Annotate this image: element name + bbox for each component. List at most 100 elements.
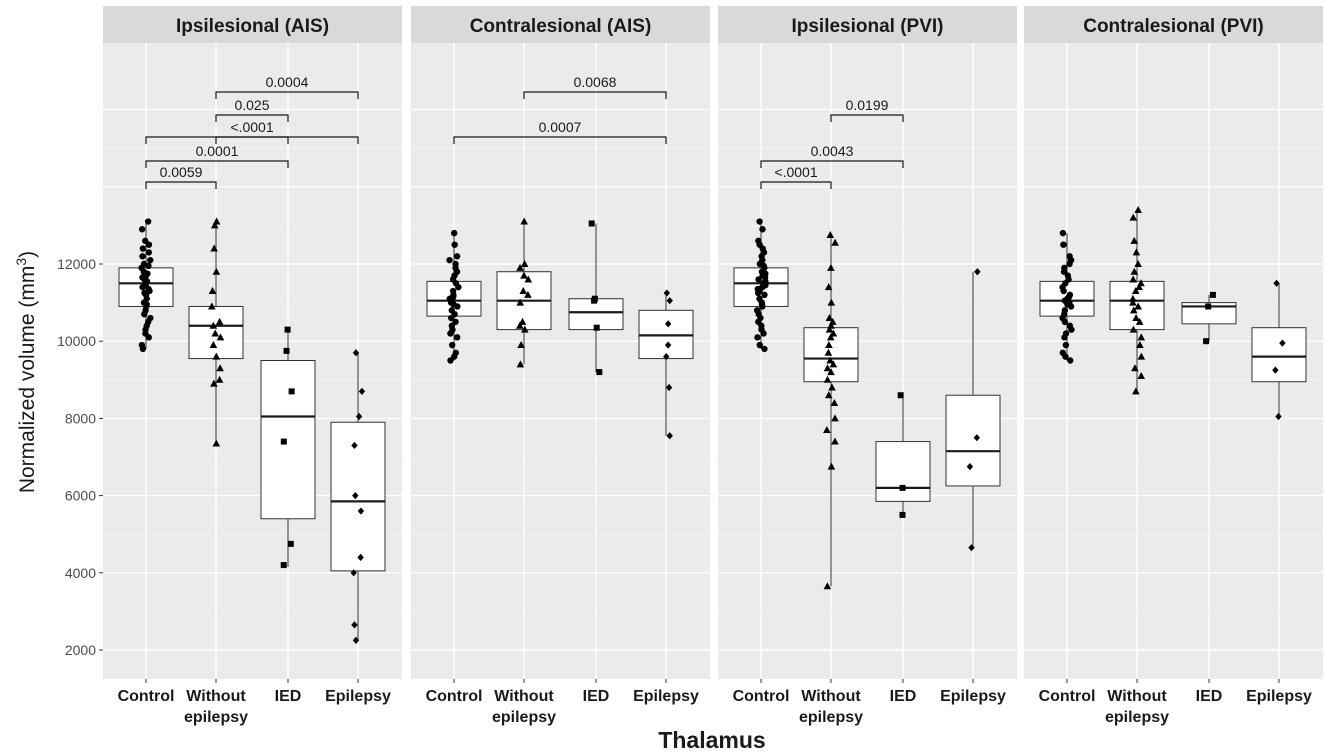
- data-point: [518, 317, 527, 325]
- points-2: [516, 217, 533, 368]
- data-point: [831, 414, 839, 422]
- data-point: [760, 330, 767, 337]
- data-point: [756, 341, 763, 349]
- x-tick-label-line2: epilepsy: [184, 709, 248, 726]
- data-point: [826, 231, 835, 239]
- data-point: [1129, 294, 1137, 302]
- comparison-bracket: 0.0004: [215, 74, 359, 99]
- points-4: [663, 289, 673, 440]
- data-point: [447, 357, 454, 364]
- data-point: [1209, 291, 1216, 298]
- bracket-line: [453, 136, 667, 144]
- data-point: [1059, 229, 1067, 237]
- data-point: [448, 314, 455, 322]
- p-value-label: 0.0007: [539, 119, 582, 135]
- points-4: [350, 349, 366, 644]
- data-point: [520, 260, 529, 267]
- data-point: [145, 334, 153, 341]
- panel-background: [718, 43, 1017, 679]
- comparison-bracket: [145, 136, 359, 144]
- data-point: [1134, 302, 1142, 310]
- box-iqr: [1251, 327, 1307, 383]
- data-point: [453, 334, 461, 341]
- box-iqr: [875, 441, 931, 502]
- data-point: [666, 432, 673, 440]
- data-point: [830, 398, 839, 406]
- facet-panel-3: Ipsilesional (PVI) 0.0199 0.0043 <.0001 Cont…: [718, 6, 1017, 726]
- data-point: [831, 437, 839, 445]
- p-value-label: 0.0043: [811, 143, 854, 159]
- data-point: [823, 375, 832, 383]
- data-point: [350, 569, 357, 577]
- data-point: [208, 302, 216, 310]
- comparison-bracket: 0.0001: [145, 143, 289, 168]
- data-point: [145, 262, 152, 270]
- data-point: [664, 320, 672, 328]
- data-point: [593, 324, 600, 331]
- y-axis: 2000 4000 6000 8000 10000 12000: [57, 256, 103, 658]
- data-point: [1129, 213, 1138, 221]
- data-point: [216, 333, 225, 341]
- data-point: [974, 268, 981, 276]
- data-point: [524, 290, 532, 298]
- data-point: [516, 298, 524, 306]
- facet-strip: [411, 6, 710, 43]
- x-tick-label-line2: epilepsy: [492, 709, 556, 726]
- panel-background: [411, 43, 710, 679]
- data-point: [516, 321, 524, 329]
- data-point: [666, 297, 673, 305]
- data-point: [280, 562, 287, 569]
- data-point: [588, 220, 595, 227]
- data-point: [829, 360, 838, 368]
- y-tick-label: 6000: [65, 488, 96, 504]
- data-point: [212, 439, 221, 447]
- data-point: [454, 303, 461, 310]
- data-point: [824, 391, 833, 399]
- y-axis-title-superscript: 3: [13, 258, 29, 266]
- data-point: [352, 636, 360, 644]
- bracket-line: [215, 114, 289, 122]
- points-1: [138, 218, 154, 353]
- facet-strip-title: Ipsilesional (AIS): [176, 16, 329, 37]
- data-point: [827, 368, 835, 376]
- y-tick-label: 12000: [57, 256, 96, 272]
- data-point: [141, 310, 148, 318]
- bracket-line: [145, 181, 217, 189]
- data-point: [145, 249, 153, 256]
- comparison-bracket: 0.0199: [830, 97, 904, 122]
- data-point: [1132, 387, 1140, 395]
- y-tick-label: 10000: [57, 333, 96, 349]
- data-point: [823, 582, 832, 590]
- data-point: [351, 621, 358, 629]
- comparison-bracket: <.0001: [760, 164, 832, 189]
- data-point: [761, 291, 768, 299]
- data-point: [144, 218, 152, 225]
- data-point: [446, 256, 453, 264]
- data-point: [754, 289, 762, 297]
- data-point: [519, 287, 528, 295]
- data-point: [455, 283, 462, 291]
- points-4: [1272, 279, 1286, 421]
- boxplot-4: [1251, 283, 1307, 417]
- data-point: [759, 226, 766, 233]
- data-point: [358, 387, 366, 395]
- data-point: [212, 352, 221, 360]
- data-point: [212, 267, 221, 275]
- data-point: [824, 348, 833, 356]
- data-point: [1136, 341, 1144, 349]
- data-point: [215, 317, 224, 325]
- data-point: [824, 283, 833, 291]
- bracket-line: [215, 91, 359, 99]
- data-point: [139, 245, 147, 252]
- data-point: [1129, 298, 1137, 306]
- data-point: [139, 283, 146, 291]
- data-point: [1060, 241, 1067, 248]
- data-point: [1130, 306, 1138, 314]
- data-point: [215, 375, 224, 383]
- x-tick-label: Epilepsy: [940, 688, 1006, 705]
- data-point: [1131, 364, 1139, 372]
- data-point: [209, 321, 218, 329]
- bracket-line: [145, 160, 289, 168]
- data-point: [755, 276, 762, 283]
- points-3: [897, 392, 906, 518]
